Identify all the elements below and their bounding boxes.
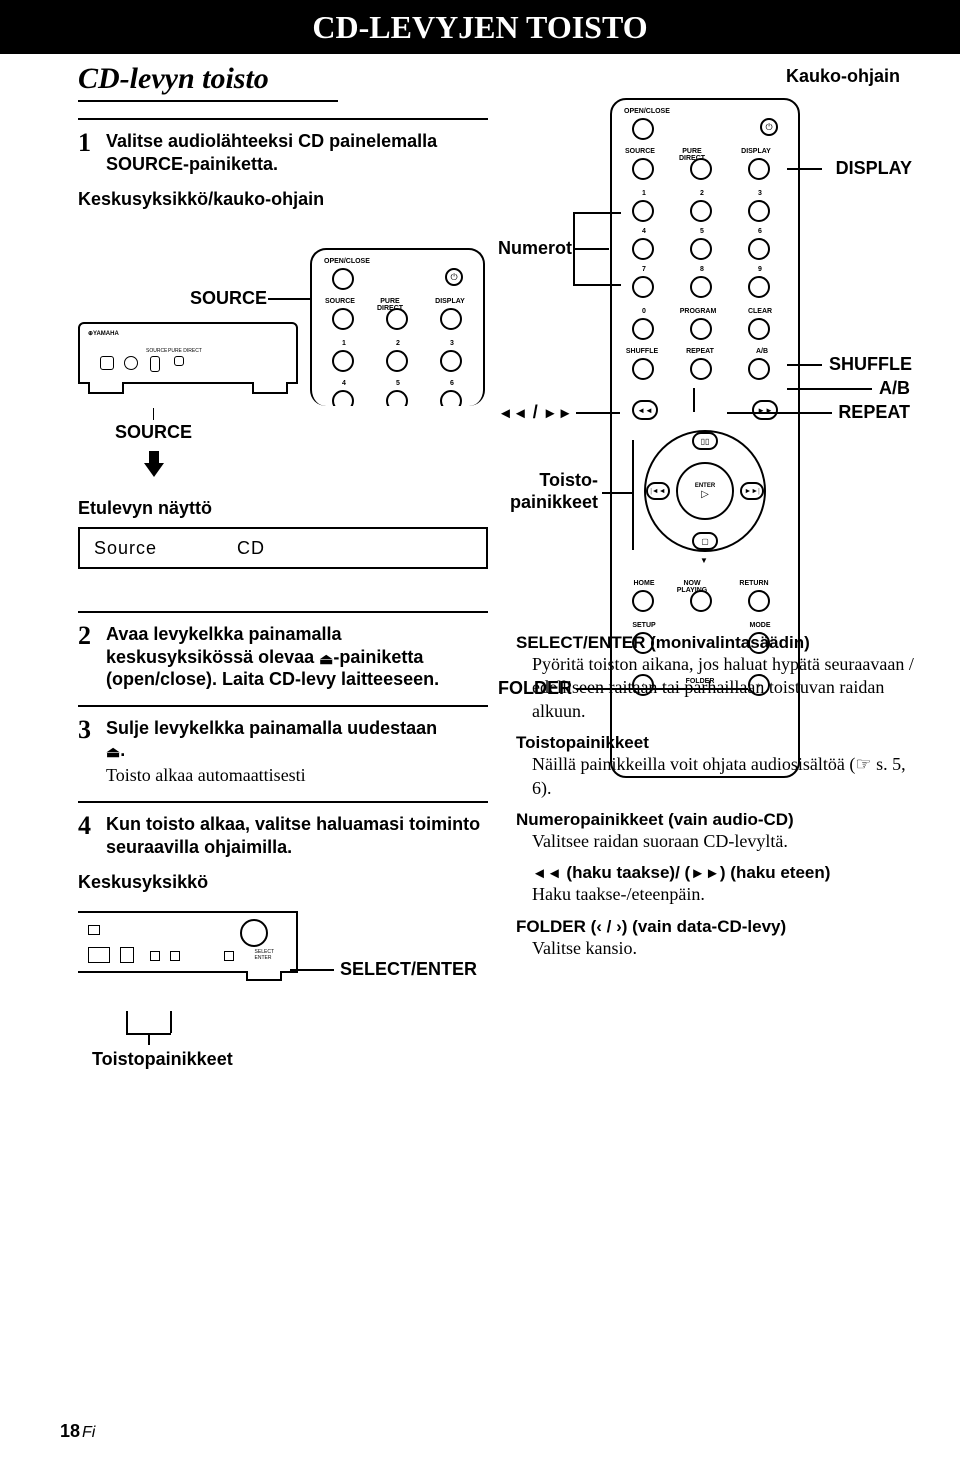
transport-callout: ◄◄ / ►► <box>498 402 572 423</box>
step-4: 4 Kun toisto alkaa, valitse haluamasi to… <box>78 801 488 858</box>
step-4-text: Kun toisto alkaa, valitse haluamasi toim… <box>106 813 488 858</box>
r4-body: Haku taakse-/eteenpäin. <box>532 883 916 906</box>
ab-callout: A/B <box>879 378 910 399</box>
source-below-label: SOURCE <box>115 422 192 443</box>
keskusyksikko-label: Keskusyksikkö <box>78 872 488 893</box>
shuffle-callout: SHUFFLE <box>829 354 912 375</box>
r2-head: Toistopainikkeet <box>516 733 916 753</box>
step-3-body: Toisto alkaa automaattisesti <box>106 764 488 787</box>
repeat-callout: REPEAT <box>838 402 910 423</box>
toistopainikkeet-bottom-label: Toistopainikkeet <box>92 1049 233 1070</box>
device-panel-2: SELECTENTER <box>78 911 298 973</box>
r3-body: Valitsee raidan suoraan CD-levyltä. <box>532 830 916 853</box>
step-3-number: 3 <box>78 717 106 743</box>
r1-head: SELECT/ENTER (monivalintasäädin) <box>516 633 916 653</box>
r5-head: FOLDER (‹ / ›) (vain data-CD-levy) <box>516 917 916 937</box>
arrow-down-icon <box>144 463 164 477</box>
step-4-number: 4 <box>78 813 106 839</box>
front-display: Source CD <box>78 527 488 569</box>
r1-body: Pyöritä toiston aikana, jos haluat hypät… <box>532 653 916 723</box>
eject-icon: ⏏ <box>319 651 333 670</box>
select-enter-callout: SELECT/ENTER <box>340 959 477 980</box>
numerot-callout: Numerot <box>498 238 572 259</box>
display-cd-text: CD <box>237 538 265 559</box>
eject-icon: ⏏ <box>106 744 120 763</box>
page-title: CD-LEVYJEN TOISTO <box>312 9 647 46</box>
r2-body: Näillä painikkeilla voit ohjata audiosis… <box>532 753 916 800</box>
r5-body: Valitse kansio. <box>532 937 916 960</box>
step-3: 3 Sulje levykelkka painamalla uudestaan … <box>78 705 488 788</box>
step-2: 2 Avaa levykelkka painamalla keskusyksik… <box>78 611 488 691</box>
step-1-number: 1 <box>78 130 106 156</box>
step-3-text: Sulje levykelkka painamalla uudestaan ⏏. <box>106 717 437 762</box>
device-front-panel: ⊕YAMAHA SOURCE PURE DIRECT <box>78 322 298 384</box>
step-1-text: Valitse audiolähteeksi CD painelemalla S… <box>106 130 488 175</box>
small-remote-diagram: OPEN/CLOSE ⏻ SOURCE PURE DIRECT DISPLAY … <box>310 248 485 406</box>
kauko-ohjain-label: Kauko-ohjain <box>786 66 900 87</box>
r4-head: ◄◄ (haku taakse)/ (►►) (haku eteen) <box>516 863 916 883</box>
knob-icon <box>240 919 268 947</box>
r3-head: Numeropainikkeet (vain audio-CD) <box>516 810 916 830</box>
step-2-number: 2 <box>78 623 106 649</box>
etulevyn-naytto-label: Etulevyn näyttö <box>78 498 488 519</box>
step-2-text: Avaa levykelkka painamalla keskusyksikös… <box>106 623 488 691</box>
page-header-bar: CD-LEVYJEN TOISTO <box>0 0 960 54</box>
display-callout: DISPLAY <box>836 158 912 179</box>
subtitle: CD-levyn toisto <box>78 54 338 102</box>
keskusyksikko-kauko-label: Keskusyksikkö/kauko-ohjain <box>78 189 488 210</box>
toistopainikkeet-callout: Toisto-painikkeet <box>498 470 598 513</box>
page-number: 18Fi <box>60 1421 95 1442</box>
display-source-text: Source <box>94 538 157 559</box>
source-callout: SOURCE <box>190 288 267 309</box>
step-1: 1 Valitse audiolähteeksi CD painelemalla… <box>78 118 488 175</box>
